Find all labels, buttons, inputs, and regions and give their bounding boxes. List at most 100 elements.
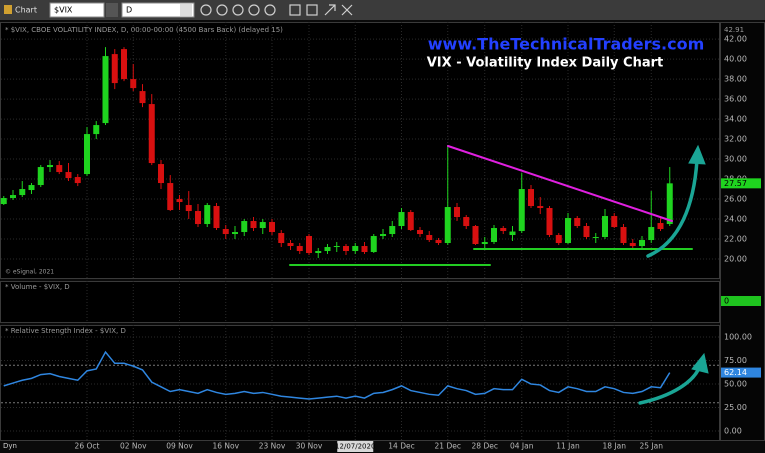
candle-body [28,185,35,191]
candle-body [10,195,16,199]
symbol-button[interactable] [106,3,118,17]
y-tick-label: 40.00 [724,55,747,64]
x-tick-label: 21 Dec [435,442,461,451]
candle-body [195,211,201,225]
annotations [289,144,709,405]
x-tick-label: 28 Dec [472,442,498,451]
candle-body [352,246,359,252]
x-tick-label: 09 Nov [166,442,193,451]
volume-pane [0,281,720,323]
candle-body [324,247,331,252]
candle-body [130,79,137,89]
candle-body [602,216,608,238]
tool-icon[interactable] [200,4,212,16]
rsi-pane [0,325,720,441]
price-pane [0,22,720,279]
candle-body [666,183,673,225]
interval-dropdown[interactable] [180,4,192,16]
candle-body [222,229,229,235]
candle-body [296,246,303,252]
y-tick-label: 25.00 [724,403,747,412]
candle-body [463,217,470,227]
x-tick-label: 14 Dec [388,442,414,451]
candle-body [241,221,248,233]
candle-body [111,54,118,84]
x-tick-label: 25 Jan [640,442,664,451]
tool-icon[interactable] [232,4,244,16]
candle-body [491,228,497,243]
candle-body [389,226,396,235]
candle-body [481,242,488,245]
candle-body [537,206,544,209]
candle-body [176,199,183,203]
interval-input[interactable] [121,2,195,18]
candle-body [93,125,100,135]
y-tick-label: 0.00 [724,426,742,435]
candle-body [574,218,581,227]
symbol-text: $VIX [54,6,73,15]
y-tick-label: 100.00 [724,332,752,341]
candle-body [639,240,645,247]
candle-body [269,222,275,233]
tool-icon[interactable] [289,4,301,16]
marks [0,47,673,400]
rsi-line [3,350,671,400]
resistance-trendline [447,145,673,222]
x-tick-label: 26 Oct [75,442,100,451]
candle-body [37,167,44,186]
candle-body [509,231,516,236]
y-tick-label: 32.00 [724,135,747,144]
toolbar-label: Chart [15,6,37,15]
price-header: * $VIX, CBOE VOLATILITY INDEX, D, 00:00-… [5,26,283,34]
candle-body [528,189,534,207]
y-tick-label: 75.00 [724,356,747,365]
candle-body [333,246,340,248]
candle-body [370,236,377,253]
candle-body [629,243,636,247]
candle-body [565,218,571,244]
candle-body [620,227,627,244]
candle-body [454,207,460,218]
arrow-head [688,144,706,165]
interval-text: D [126,6,132,15]
last-price-box [721,178,761,189]
y-tick-label: 42.00 [724,35,747,44]
y-tick-label: 38.00 [724,75,747,84]
tool-icon[interactable] [306,4,318,16]
y-tick-label: 34.00 [724,115,747,124]
candle-body [287,243,294,247]
y-tick-label: 22.00 [724,235,747,244]
y-tick-label: 26.00 [724,195,747,204]
arrow-head [691,352,709,374]
rsi-header: * Relative Strength Index - $VIX, D [5,327,126,335]
candle-body [204,205,211,225]
candle-body [592,237,599,239]
rsi-value-label: 62.14 [724,368,747,377]
y-tick-label: 36.00 [724,95,747,104]
x-tick-label: 18 Jan [603,442,627,451]
candle-body [380,234,386,237]
tool-icon[interactable] [264,4,276,16]
tool-icon[interactable] [341,4,353,16]
chart-icon [4,5,12,14]
footer-mode[interactable]: Dyn [3,442,17,450]
candle-body [121,49,127,80]
candle-body [361,246,368,253]
axis-labels: 26 Oct 02 Nov 09 Nov 16 Nov 23 Nov 30 Nov 12/0… [75,26,761,452]
candle-body [398,212,405,227]
tool-icon[interactable] [324,4,336,16]
y-tick-label: 24.00 [724,215,747,224]
candle-body [583,226,590,238]
x-tick-label: 12/07/2020 [335,443,375,451]
candle-body [250,221,257,229]
candle-body [158,164,164,184]
symbol-input[interactable] [49,2,105,18]
candle-body [74,177,81,184]
candle-body [56,165,63,173]
last-price-label: 27.57 [724,179,747,188]
tool-icon[interactable] [216,4,228,16]
tool-icon[interactable] [248,4,260,16]
candle-body [657,223,664,230]
candle-body [47,165,53,168]
rsi-value-box [721,367,761,378]
